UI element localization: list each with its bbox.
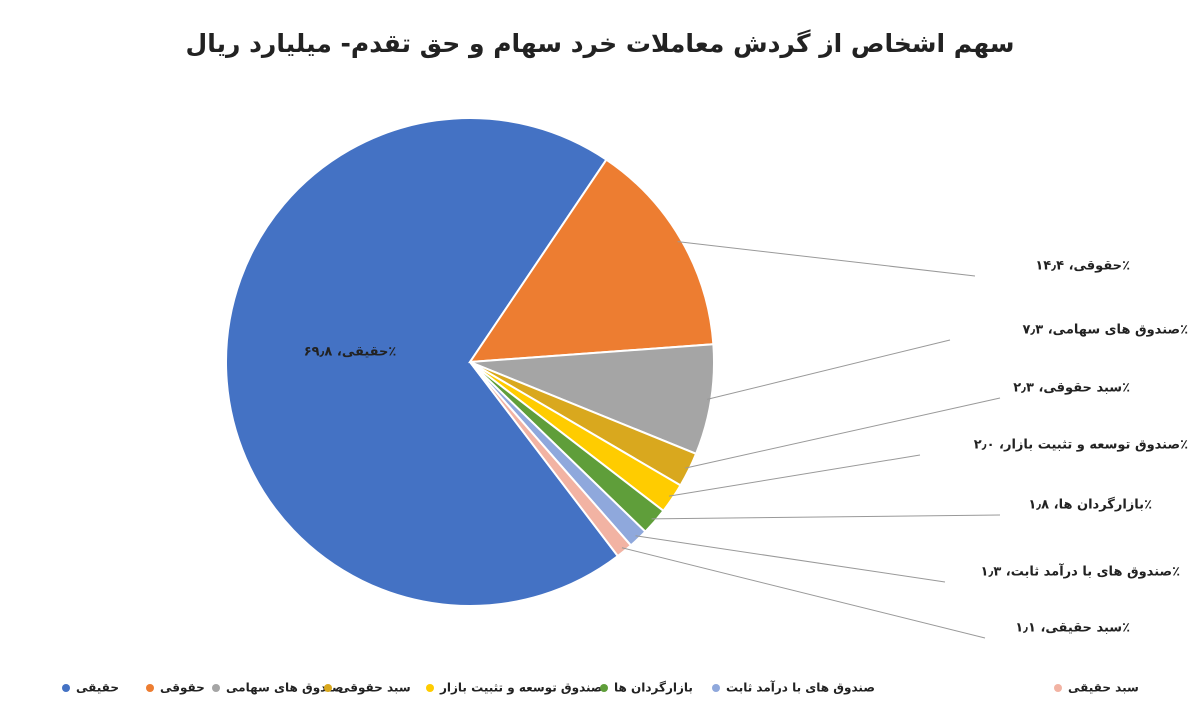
pie-slice (469, 343, 715, 456)
leader-line (668, 454, 921, 497)
legend-marker (62, 684, 70, 692)
legend-label: سبد حقیقی (1068, 681, 1139, 695)
legend-label: صندوق توسعه و تثبیت بازار (439, 681, 603, 696)
legend-marker (324, 684, 332, 692)
leader-line (635, 535, 946, 583)
pie-slice (469, 361, 633, 558)
leader-line (621, 547, 986, 639)
legend-marker (426, 684, 434, 692)
legend-marker (712, 684, 720, 692)
pie-slice (225, 117, 620, 607)
legend-label: حقوقی (160, 681, 205, 696)
data-label: سبد حقیقی، ۱٫۱٪ (1015, 621, 1130, 636)
legend-label: صندوق های با درآمد ثابت (726, 680, 875, 696)
data-label: سبد حقوقی، ۲٫۳٪ (1013, 381, 1130, 396)
leader-line (685, 397, 1001, 469)
legend-label: صندوق های سهامی (226, 681, 344, 696)
data-label: صندوق های سهامی، ۷٫۳٪ (1022, 323, 1188, 338)
leader-line (651, 514, 1001, 520)
chart-title: سهم اشخاص از گردش معاملات خرد سهام و حق … (186, 29, 1015, 59)
legend-marker (212, 684, 220, 692)
leader-line (706, 339, 951, 400)
data-label: حقوقی، ۱۴٫۴٪ (1035, 259, 1130, 274)
legend-label: سبد حقوقی (338, 681, 411, 696)
pie-slice (468, 158, 715, 364)
leader-line (677, 241, 976, 277)
legend-marker (600, 684, 608, 692)
legend-label: بازارگردان ها (614, 681, 693, 695)
data-label: صندوق های با درآمد ثابت، ۱٫۳٪ (981, 563, 1181, 580)
data-label: بازارگردان ها، ۱٫۸٪ (1028, 497, 1152, 513)
data-label: صندوق توسعه و تثبیت بازار، ۲٫۰٪ (974, 438, 1188, 453)
legend-marker (1054, 684, 1062, 692)
legend-marker (146, 684, 154, 692)
legend-label: حقیقی (76, 681, 119, 695)
data-label: حقیقی، ۶۹٫۸٪ (304, 345, 397, 360)
